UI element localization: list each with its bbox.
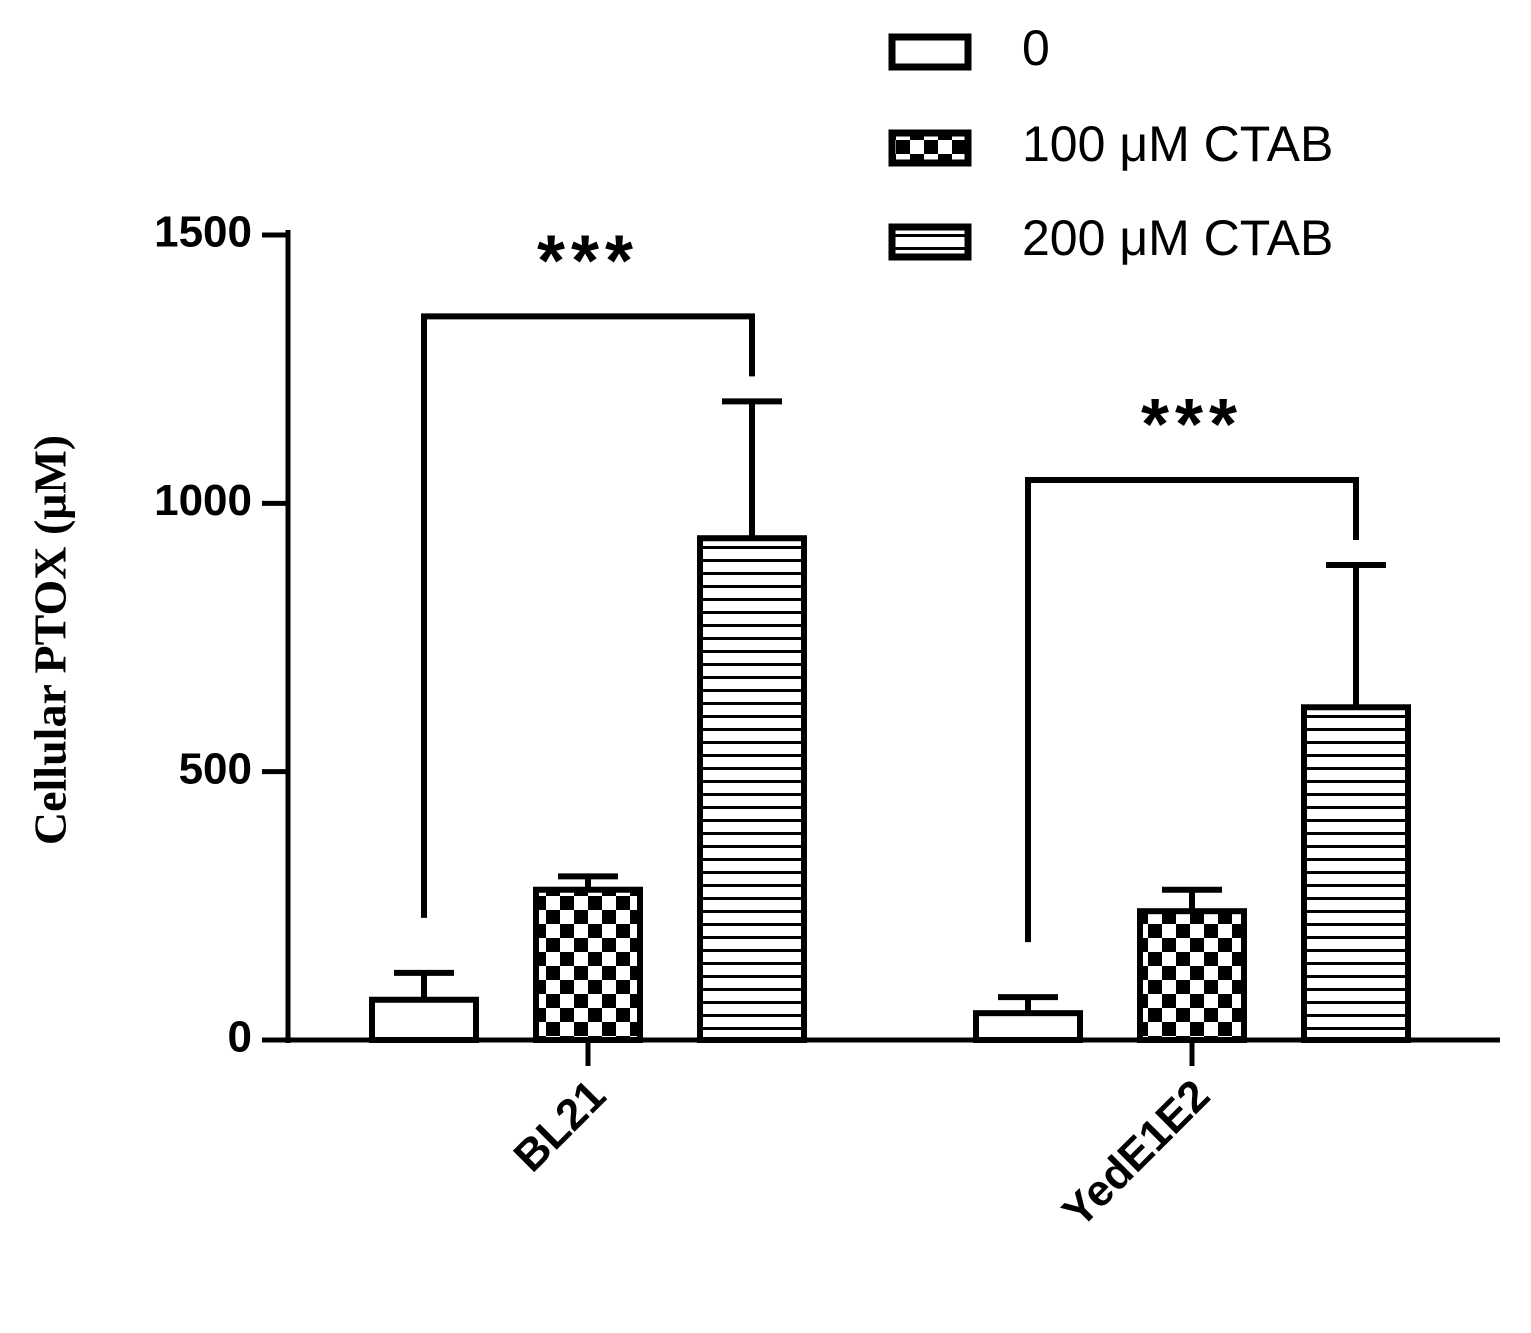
x-tick-label: BL21 (505, 1071, 616, 1182)
legend-label: 200 μM CTAB (1022, 210, 1333, 266)
bar (533, 886, 643, 1043)
significance-label: *** (1141, 385, 1243, 465)
bar (697, 535, 807, 1043)
bar (973, 1010, 1083, 1044)
y-tick-label: 1500 (154, 208, 252, 257)
legend-swatch (888, 223, 972, 261)
bar (369, 996, 479, 1043)
bar (1137, 908, 1247, 1044)
significance-bracket (421, 313, 755, 918)
legend-label: 0 (1022, 20, 1050, 76)
y-tick-label: 1000 (154, 476, 252, 525)
y-axis-label: Cellular PTOX (μM) (25, 435, 76, 845)
significance-bracket (1025, 477, 1359, 943)
y-tick-label: 500 (179, 744, 252, 793)
significance-label: *** (537, 221, 639, 301)
bar (1301, 704, 1411, 1043)
x-tick-label: YedE1E2 (1053, 1071, 1219, 1237)
legend-swatch (888, 33, 972, 71)
y-tick-label: 0 (228, 1013, 252, 1062)
legend-label: 100 μM CTAB (1022, 116, 1333, 172)
legend-swatch (888, 129, 972, 167)
